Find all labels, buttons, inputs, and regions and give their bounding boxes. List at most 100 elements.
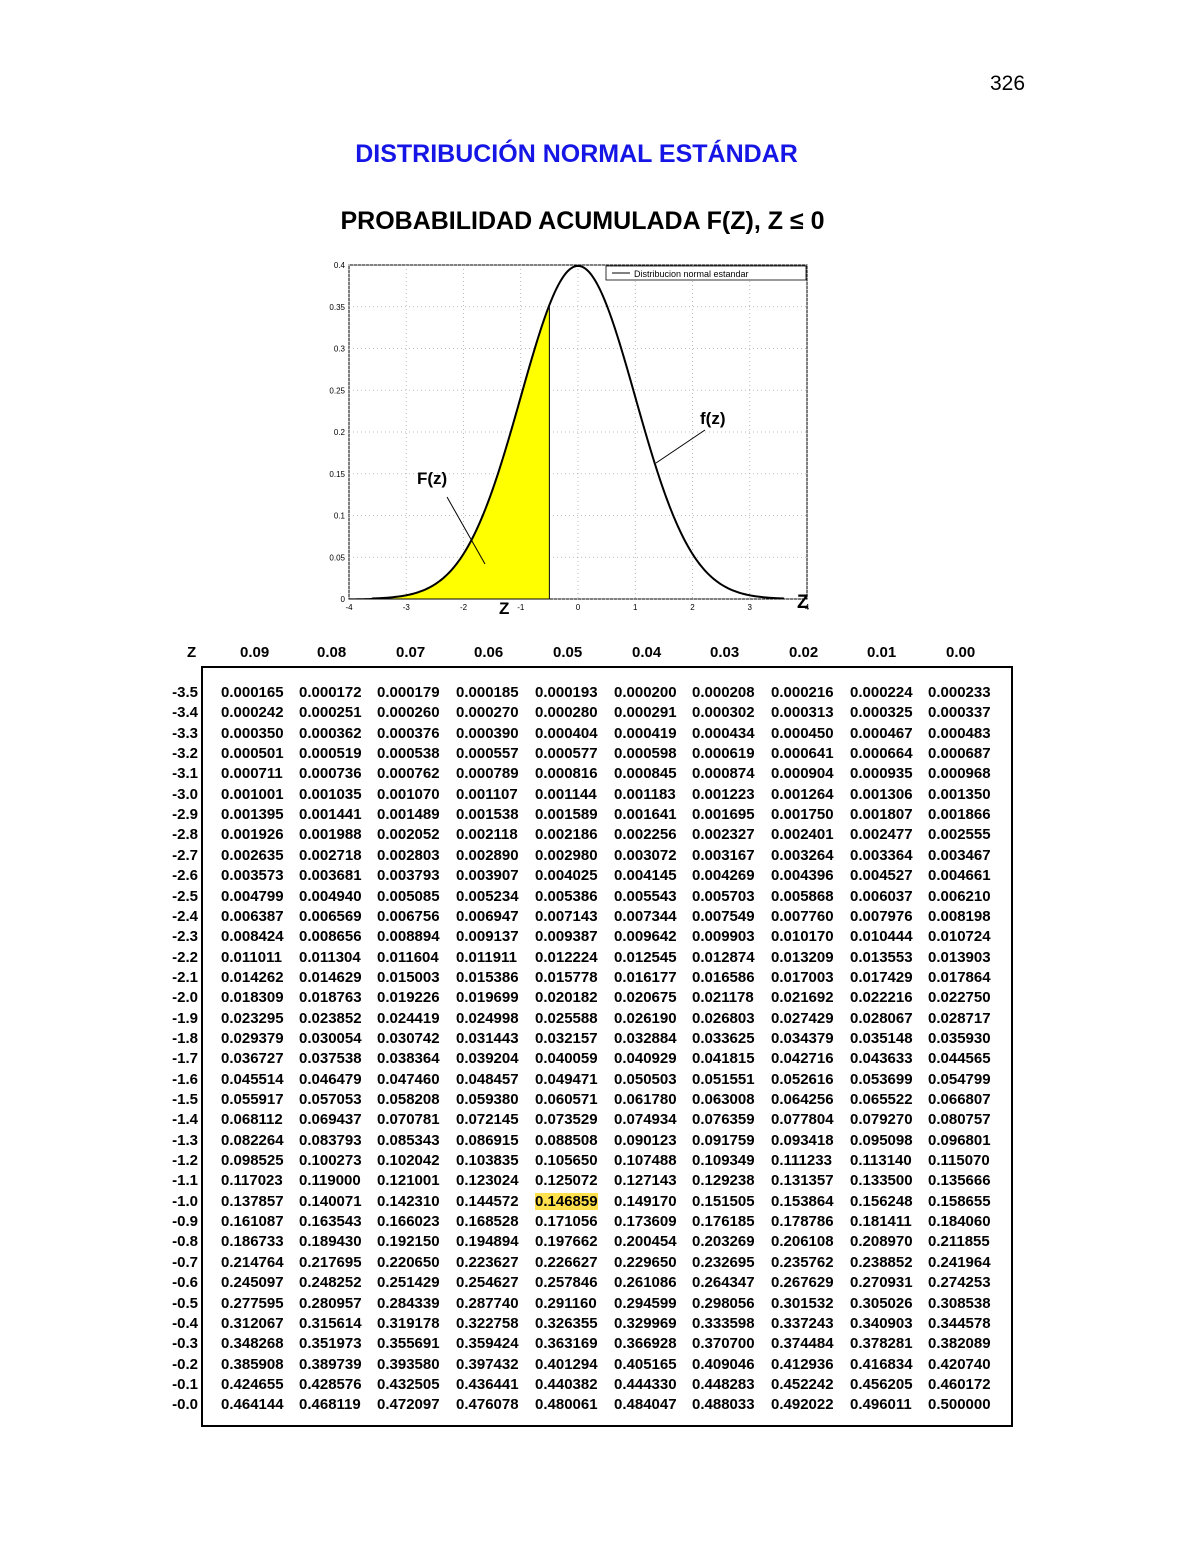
table-cell: 0.074934 — [614, 1111, 677, 1129]
table-cell: 0.001695 — [692, 806, 755, 824]
table-cell: 0.011011 — [221, 948, 282, 966]
table-row: -2.4 0.006387 0.006569 0.006756 0.006947 0.00… — [0, 908, 1200, 928]
table-cell: 0.001183 — [614, 785, 676, 803]
table-cell: 0.161087 — [221, 1213, 284, 1231]
density-curve — [371, 264, 785, 600]
table-row: -0.4 0.312067 0.315614 0.319178 0.322758 0.32… — [0, 1315, 1200, 1335]
table-cell: 0.002477 — [850, 826, 913, 844]
table-cell: 0.008894 — [377, 928, 440, 946]
table-cell: 0.012874 — [692, 948, 755, 966]
row-z-label: -3.4 — [172, 704, 198, 722]
table-cell: 0.000577 — [535, 745, 598, 763]
table-cell: 0.004025 — [535, 867, 598, 885]
table-cell: 0.484047 — [614, 1396, 677, 1414]
table-cell: 0.000200 — [614, 684, 677, 701]
table-cell: 0.001001 — [221, 785, 284, 803]
table-cell: 0.496011 — [850, 1396, 912, 1414]
table-cell: 0.200454 — [614, 1233, 677, 1251]
table-cell: 0.223627 — [456, 1253, 519, 1271]
table-cell: 0.424655 — [221, 1375, 284, 1393]
table-cell: 0.291160 — [535, 1294, 597, 1312]
table-row: -3.2 0.000501 0.000519 0.000538 0.000557 0.00… — [0, 745, 1200, 765]
table-cell: 0.031443 — [456, 1029, 519, 1047]
table-cell: 0.322758 — [456, 1314, 519, 1332]
row-z-label: -0.3 — [172, 1335, 198, 1353]
x-tick-label: -2 — [460, 603, 468, 612]
row-z-label: -3.2 — [172, 745, 198, 763]
y-tick-label: 0.1 — [334, 512, 346, 521]
table-cell: 0.000519 — [299, 745, 362, 763]
table-cell: 0.002555 — [928, 826, 991, 844]
table-cell: 0.015386 — [456, 968, 519, 986]
table-cell: 0.476078 — [456, 1396, 519, 1414]
table-cell: 0.261086 — [614, 1274, 677, 1292]
row-z-label: -3.3 — [172, 724, 198, 742]
table-cell: 0.004269 — [692, 867, 755, 885]
table-cell: 0.053699 — [850, 1070, 913, 1088]
table-cell: 0.385908 — [221, 1355, 284, 1373]
table-cell: 0.000501 — [221, 745, 284, 763]
table-cell: 0.351973 — [299, 1335, 362, 1353]
table-cell: 0.002186 — [535, 826, 598, 844]
table-row: -0.9 0.161087 0.163543 0.166023 0.168528 0.17… — [0, 1213, 1200, 1233]
table-row: -1.4 0.068112 0.069437 0.070781 0.072145 0.07… — [0, 1111, 1200, 1131]
table-cell: 0.009137 — [456, 928, 519, 946]
table-cell: 0.069437 — [299, 1111, 362, 1129]
table-row: -1.6 0.045514 0.046479 0.047460 0.048457 0.04… — [0, 1071, 1200, 1091]
row-z-label: -1.7 — [172, 1050, 198, 1068]
table-cell: 0.115070 — [928, 1152, 990, 1170]
table-cell: 0.001641 — [614, 806, 677, 824]
table-cell: 0.001306 — [850, 785, 913, 803]
table-cell: 0.096801 — [928, 1131, 991, 1149]
table-cell: 0.003573 — [221, 867, 284, 885]
page-subtitle: PROBABILIDAD ACUMULADA F(Z), Z ≤ 0 — [340, 207, 825, 235]
table-cell: 0.355691 — [377, 1335, 440, 1353]
table-row: -3.0 0.001001 0.001035 0.001070 0.001107 0.00… — [0, 786, 1200, 806]
table-cell: 0.428576 — [299, 1375, 362, 1393]
table-row: -2.9 0.001395 0.001441 0.001489 0.001538 0.00… — [0, 806, 1200, 826]
pointer-Fz — [446, 496, 486, 565]
table-cell: 0.000762 — [377, 765, 440, 783]
table-cell: 0.151505 — [692, 1192, 755, 1210]
table-cell: 0.168528 — [456, 1213, 519, 1231]
normal-distribution-figure: -4 -3 -2 -1 0 1 2 3 4 0 0.05 0.1 0.15 0.2 0.25 0.3 0.35 0… — [320, 252, 830, 627]
table-row: -0.1 0.424655 0.428576 0.432505 0.436441 0.44… — [0, 1376, 1200, 1396]
table-cell: 0.127143 — [614, 1172, 677, 1190]
table-row: -2.2 0.011011 0.011304 0.011604 0.011911 0.01… — [0, 949, 1200, 969]
table-cell: 0.006569 — [299, 907, 362, 925]
table-cell: 0.000376 — [377, 724, 440, 742]
table-cell: 0.359424 — [456, 1335, 519, 1353]
table-cell: 0.015778 — [535, 968, 598, 986]
table-cell: 0.397432 — [456, 1355, 519, 1373]
probability-table — [201, 666, 1013, 1427]
table-cell: 0.280957 — [299, 1294, 362, 1312]
table-cell: 0.117023 — [221, 1172, 283, 1190]
table-cell: 0.050503 — [614, 1070, 677, 1088]
table-cell: 0.026803 — [692, 1009, 755, 1027]
table-cell: 0.002327 — [692, 826, 755, 844]
table-cell: 0.009642 — [614, 928, 677, 946]
table-cell: 0.000687 — [928, 745, 991, 763]
table-cell: 0.348268 — [221, 1335, 284, 1353]
pointer-fz — [655, 429, 706, 464]
table-cell: 0.032884 — [614, 1029, 677, 1047]
table-cell: 0.000251 — [299, 704, 362, 722]
row-z-label: -2.2 — [172, 948, 198, 966]
label-z-marker: Z — [499, 599, 509, 618]
table-cell: 0.032157 — [535, 1029, 598, 1047]
table-cell: 0.103835 — [456, 1152, 519, 1170]
table-cell: 0.156248 — [850, 1192, 913, 1210]
table-cell: 0.492022 — [771, 1396, 834, 1414]
row-z-label: -1.2 — [172, 1152, 198, 1170]
table-cell: 0.000185 — [456, 684, 519, 701]
table-cell: 0.002256 — [614, 826, 677, 844]
x-tick-label: 2 — [690, 603, 695, 612]
table-cell: 0.158655 — [928, 1192, 991, 1210]
table-cell: 0.003793 — [377, 867, 440, 885]
table-cell: 0.063008 — [692, 1091, 755, 1108]
row-z-label: -1.4 — [172, 1111, 198, 1129]
table-cell: 0.135666 — [928, 1172, 991, 1190]
row-z-label: -0.0 — [172, 1396, 198, 1414]
table-cell: 0.315614 — [299, 1314, 362, 1332]
table-cell: 0.000260 — [377, 704, 440, 722]
